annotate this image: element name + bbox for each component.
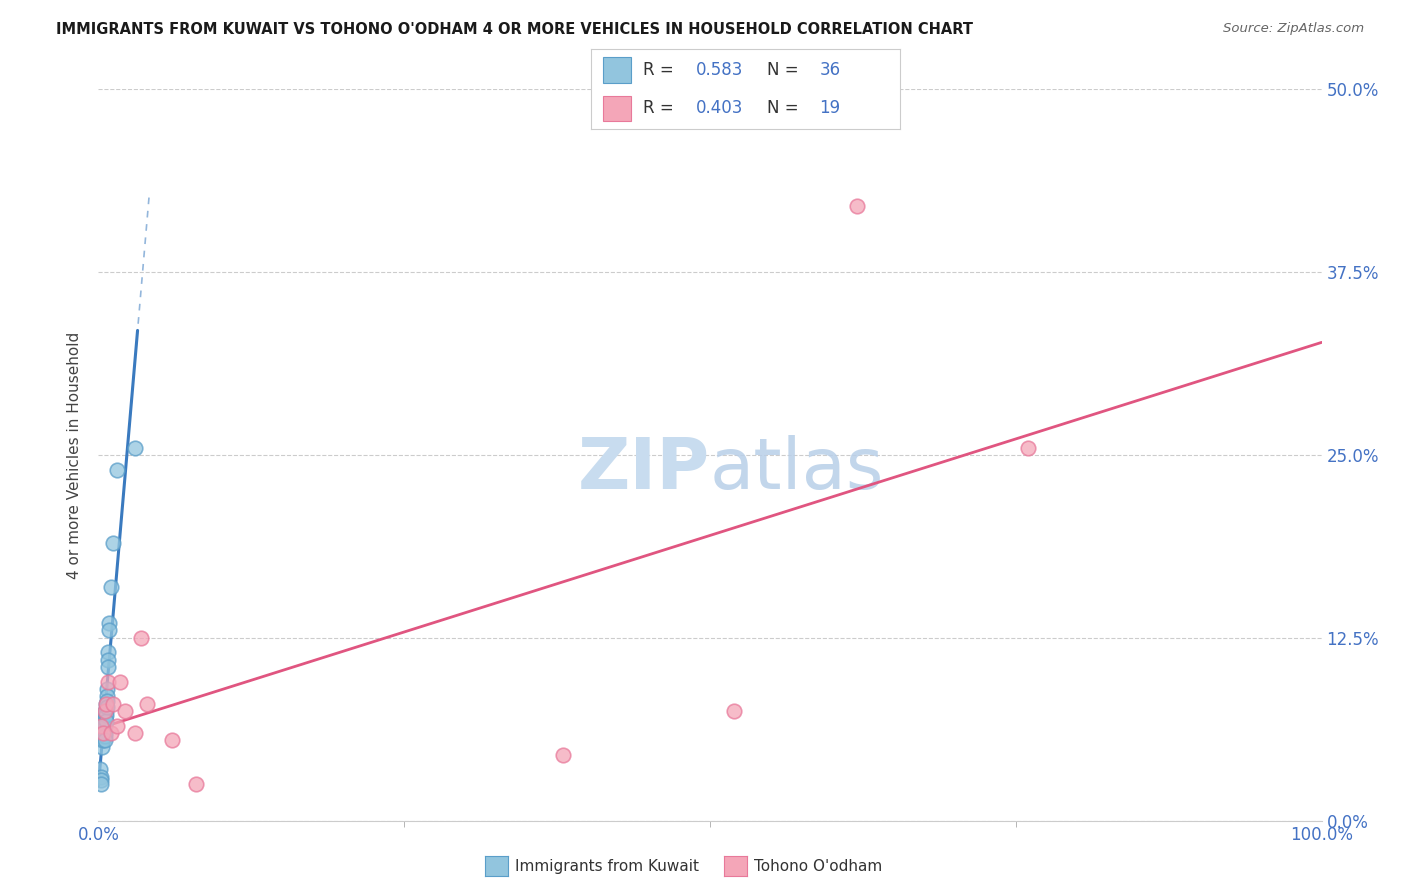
Text: ZIP: ZIP <box>578 435 710 504</box>
Text: Immigrants from Kuwait: Immigrants from Kuwait <box>515 859 699 873</box>
Point <box>96 699 118 714</box>
Point <box>90 772 112 787</box>
Point <box>110 674 132 689</box>
Point <box>91 733 114 747</box>
Point <box>553 747 575 762</box>
Point <box>96 690 118 704</box>
Text: 0.583: 0.583 <box>696 61 742 78</box>
Point <box>94 708 117 723</box>
Point <box>114 704 136 718</box>
Text: Source: ZipAtlas.com: Source: ZipAtlas.com <box>1223 22 1364 36</box>
Point <box>129 631 152 645</box>
FancyBboxPatch shape <box>603 95 631 121</box>
Point <box>160 733 183 747</box>
Point <box>136 697 159 711</box>
Point <box>94 704 117 718</box>
Text: atlas: atlas <box>710 435 884 504</box>
Text: IMMIGRANTS FROM KUWAIT VS TOHONO O'ODHAM 4 OR MORE VEHICLES IN HOUSEHOLD CORRELA: IMMIGRANTS FROM KUWAIT VS TOHONO O'ODHAM… <box>56 22 973 37</box>
Point <box>96 694 118 708</box>
Point <box>90 770 112 784</box>
Point <box>96 681 118 696</box>
Point <box>93 711 115 725</box>
Text: N =: N = <box>766 61 804 78</box>
Point <box>93 729 115 743</box>
Point <box>91 718 114 732</box>
Point <box>1017 441 1039 455</box>
Point <box>89 763 111 777</box>
Point <box>91 740 114 755</box>
Point <box>845 199 868 213</box>
Point <box>105 718 128 732</box>
Point <box>97 645 120 659</box>
Point <box>105 462 128 476</box>
Point <box>124 441 146 455</box>
Text: N =: N = <box>766 100 804 118</box>
Point <box>91 729 114 743</box>
Point <box>186 777 208 791</box>
Point <box>98 624 121 638</box>
Text: 19: 19 <box>820 100 841 118</box>
Point <box>97 653 120 667</box>
Point <box>90 777 112 791</box>
Point <box>93 704 115 718</box>
Text: 0.403: 0.403 <box>696 100 742 118</box>
Point <box>93 733 115 747</box>
Point <box>97 660 120 674</box>
Point <box>91 733 114 747</box>
Point <box>100 580 122 594</box>
Point <box>101 697 124 711</box>
Y-axis label: 4 or more Vehicles in Household: 4 or more Vehicles in Household <box>67 331 83 579</box>
Point <box>93 708 115 723</box>
Text: R =: R = <box>643 61 679 78</box>
Text: 36: 36 <box>820 61 841 78</box>
Text: R =: R = <box>643 100 679 118</box>
Point <box>124 726 146 740</box>
Point <box>91 711 114 725</box>
Point <box>94 697 117 711</box>
Point <box>97 674 120 689</box>
Point <box>90 718 112 732</box>
FancyBboxPatch shape <box>603 57 631 83</box>
Text: Tohono O'odham: Tohono O'odham <box>754 859 882 873</box>
Point <box>723 704 745 718</box>
Point <box>93 718 115 732</box>
Point <box>94 714 117 728</box>
Point <box>101 535 124 549</box>
Point <box>91 726 114 740</box>
Point <box>93 726 115 740</box>
Point <box>98 616 121 631</box>
Point <box>100 726 122 740</box>
Point <box>91 726 114 740</box>
Point <box>93 704 115 718</box>
Point <box>94 697 117 711</box>
Point <box>91 726 114 740</box>
